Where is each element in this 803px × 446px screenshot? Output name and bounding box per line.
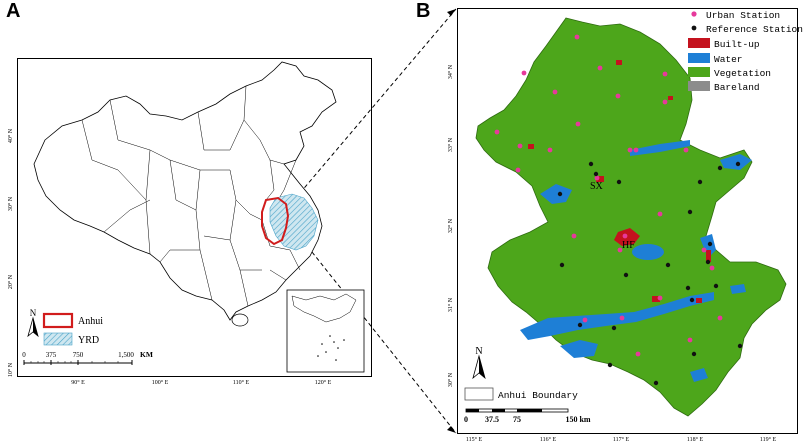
lon-tick: 118° E xyxy=(687,436,704,443)
connector-line-top xyxy=(299,8,457,194)
legend-bareland-label: Bareland xyxy=(714,82,760,93)
water-features xyxy=(520,140,752,382)
lon-tick: 119° E xyxy=(760,436,777,443)
legend-reference-dot xyxy=(691,25,697,31)
legend-yrd-swatch xyxy=(43,332,73,346)
svg-text:0: 0 xyxy=(22,351,26,359)
svg-text:0: 0 xyxy=(464,415,468,424)
scale-bar-a: 0 375 750 1,500 KM xyxy=(22,350,153,365)
lon-tick: 116° E xyxy=(540,436,557,443)
anhui-vegetation xyxy=(475,17,787,417)
lon-tick: 110° E xyxy=(233,379,250,386)
north-label: N xyxy=(475,346,482,357)
china-map-frame xyxy=(17,58,372,377)
legend-builtup-swatch xyxy=(688,38,710,48)
lat-tick: 30° N xyxy=(7,196,14,211)
panel-label-b: B xyxy=(416,0,431,22)
north-label: N xyxy=(30,308,37,318)
lon-tick: 100° E xyxy=(152,379,169,386)
legend-vegetation-swatch xyxy=(688,67,710,77)
legend-water-swatch xyxy=(688,53,710,63)
lon-tick: 120° E xyxy=(315,379,332,386)
svg-text:75: 75 xyxy=(513,415,521,424)
built-up-areas xyxy=(528,60,711,303)
lat-tick: 10° N xyxy=(7,362,14,377)
north-arrow-a: N xyxy=(27,308,39,338)
lat-tick: 31° N xyxy=(447,297,454,312)
lon-tick: 115° E xyxy=(466,436,483,443)
lat-tick: 20° N xyxy=(7,274,14,289)
lat-tick: 30° N xyxy=(447,372,454,387)
province-borders xyxy=(81,85,301,307)
legend-water-label: Water xyxy=(714,54,743,65)
north-arrow-b: N xyxy=(472,346,486,380)
lat-tick: 33° N xyxy=(447,137,454,152)
legend-yrd-label: YRD xyxy=(78,335,99,346)
scale-bar-b: 0 37.5 75 150 km xyxy=(464,408,591,424)
lat-tick: 32° N xyxy=(447,218,454,233)
legend-boundary-label: Anhui Boundary xyxy=(498,390,578,401)
inset-islands xyxy=(317,335,345,361)
connector-arrow-top xyxy=(447,9,456,16)
legend-reference-label: Reference Station xyxy=(706,24,803,35)
city-label-hf: HF xyxy=(622,240,635,251)
yrd-region xyxy=(269,193,319,251)
lat-tick: 40° N xyxy=(7,128,14,143)
svg-text:375: 375 xyxy=(46,351,57,359)
legend-anhui-label: Anhui xyxy=(78,316,103,327)
china-outline xyxy=(33,61,337,321)
lon-tick: 117° E xyxy=(613,436,630,443)
panel-label-a: A xyxy=(6,0,21,22)
chaohu-lake xyxy=(632,244,664,260)
svg-text:1,500: 1,500 xyxy=(118,351,134,359)
city-label-sx: SX xyxy=(590,181,604,192)
lon-tick: 90° E xyxy=(71,379,85,386)
legend-urban-label: Urban Station xyxy=(706,10,780,21)
svg-text:150 km: 150 km xyxy=(565,415,590,424)
legend-vegetation-label: Vegetation xyxy=(714,68,771,79)
svg-text:KM: KM xyxy=(140,350,153,359)
legend-anhui-swatch xyxy=(42,312,74,329)
legend-boundary-swatch xyxy=(464,387,494,401)
lat-tick: 34° N xyxy=(447,64,454,79)
svg-text:37.5: 37.5 xyxy=(485,415,499,424)
legend-b: Urban Station Reference Station Built-up… xyxy=(688,10,803,93)
anhui-region xyxy=(261,196,290,246)
svg-text:750: 750 xyxy=(73,351,84,359)
hainan-island xyxy=(231,313,249,327)
anhui-map-frame xyxy=(457,8,798,434)
legend-urban-dot xyxy=(691,11,697,17)
legend-builtup-label: Built-up xyxy=(714,39,760,50)
china-map: 40° N 30° N 20° N 10° N 90° E 100° E 110… xyxy=(7,61,365,386)
legend-bareland-swatch xyxy=(688,81,710,91)
reference-stations xyxy=(557,161,743,386)
urban-stations xyxy=(494,34,723,357)
connector-arrow-bottom xyxy=(447,426,456,433)
inset-coastline xyxy=(291,293,357,323)
connector-line-bottom xyxy=(311,251,457,434)
